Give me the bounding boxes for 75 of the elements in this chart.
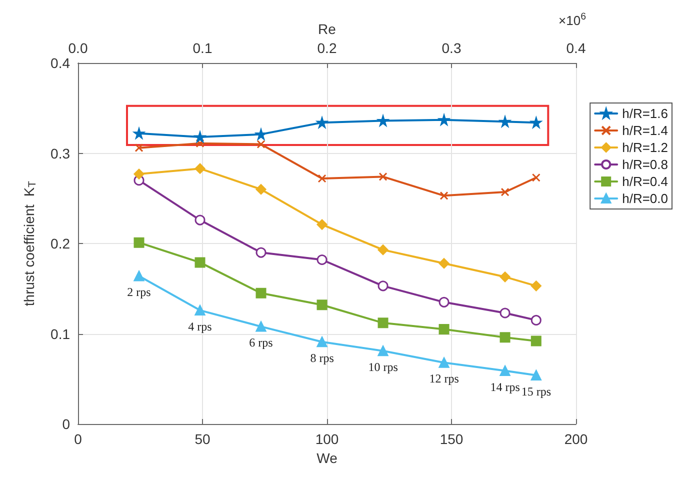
point: [134, 168, 144, 180]
point: [194, 305, 206, 316]
y-tick-label: 0.4: [50, 55, 70, 71]
x-tick-label: 0: [74, 431, 82, 447]
y-tick-label: 0.2: [50, 236, 70, 252]
legend-label: h/R=0.8: [622, 157, 668, 172]
annotation: 12 rps: [429, 372, 460, 386]
x2-tick-label: 0.3: [442, 40, 462, 56]
point: [500, 116, 510, 127]
point: [256, 321, 266, 332]
y-axis-title: thrust coefficient KT: [21, 180, 38, 306]
point: [500, 366, 510, 376]
point: [378, 280, 388, 292]
point: [196, 139, 204, 148]
annotation: 14 rps: [490, 380, 520, 394]
legend-label: h/R=0.4: [622, 174, 668, 189]
point: [438, 357, 450, 368]
x2-tick-label: 0.2: [317, 40, 337, 56]
y-tick-label: 0.1: [50, 326, 70, 342]
point: [530, 314, 542, 326]
point: [530, 117, 542, 128]
point: [532, 173, 540, 182]
point: [194, 132, 206, 142]
point: [378, 172, 388, 181]
point: [256, 184, 266, 195]
x-tick-label: 50: [194, 431, 210, 447]
x2-axis-title: Re: [318, 21, 336, 38]
point: [256, 140, 266, 148]
legend-label: h/R=1.2: [622, 140, 668, 155]
point: [500, 188, 510, 196]
point: [530, 336, 542, 346]
point: [134, 237, 144, 248]
point: [134, 270, 144, 282]
legend-label: h/R=1.4: [622, 123, 668, 138]
point: [256, 288, 266, 298]
point: [500, 308, 510, 318]
y-tick-label: 0.3: [50, 145, 70, 162]
point: [500, 332, 510, 343]
point: [440, 191, 448, 200]
point: [378, 318, 388, 328]
point: [318, 174, 326, 183]
annotation: 8 rps: [310, 350, 334, 365]
annotation: 6 rps: [249, 336, 274, 350]
point: [134, 144, 144, 152]
legend-label: h/R=1.6: [622, 106, 668, 121]
x2-tick-label: 0.4: [566, 40, 586, 56]
point: [438, 296, 450, 308]
point: [316, 117, 328, 128]
point: [500, 272, 510, 282]
point: [316, 300, 328, 310]
point: [256, 247, 266, 258]
point: [316, 336, 328, 348]
point: [378, 346, 388, 356]
point: [438, 324, 450, 334]
annotation: 4 rps: [188, 319, 212, 334]
legend-label: h/R=0.0: [622, 191, 668, 206]
x-tick-label: 100: [315, 431, 339, 447]
x-axis-title: We: [316, 450, 338, 466]
y-tick-label: 0: [62, 416, 70, 432]
point: [316, 219, 328, 230]
x2-tick-label: 0.0: [68, 40, 88, 56]
point: [194, 163, 206, 174]
x2-tick-label: 0.1: [192, 40, 212, 56]
point: [530, 280, 542, 292]
x-tick-label: 200: [564, 431, 588, 447]
point: [438, 258, 450, 269]
point: [194, 214, 206, 226]
point: [194, 257, 206, 268]
annotation: 15 rps: [521, 384, 552, 398]
point: [530, 370, 542, 381]
point: [316, 254, 328, 265]
annotation: 10 rps: [368, 360, 398, 374]
annotation: 2 rps: [127, 284, 152, 299]
x-tick-label: 150: [440, 431, 464, 447]
point: [378, 244, 388, 256]
